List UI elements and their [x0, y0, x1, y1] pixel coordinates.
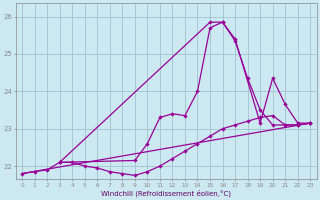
X-axis label: Windchill (Refroidissement éolien,°C): Windchill (Refroidissement éolien,°C): [101, 189, 231, 197]
